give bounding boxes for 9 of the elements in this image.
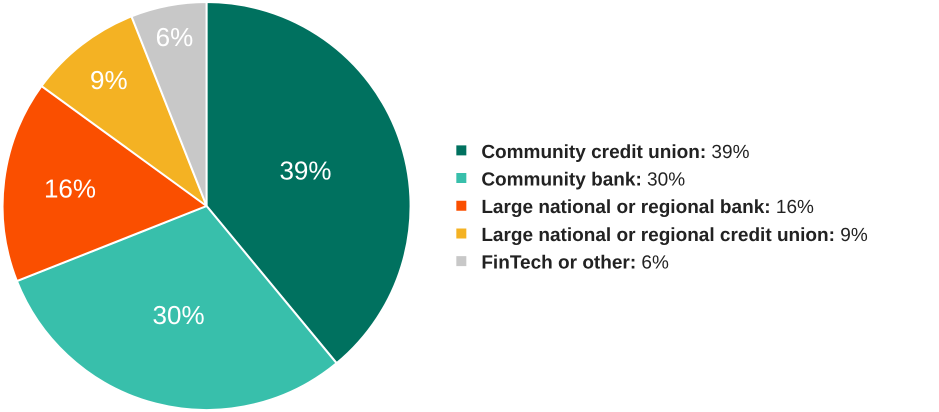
legend-label: Community credit union: 39% xyxy=(481,142,750,163)
legend-label: Community bank: 30% xyxy=(481,169,686,190)
data-label: 39% xyxy=(279,155,332,186)
data-label: 30% xyxy=(152,300,205,330)
legend-label: FinTech or other: 6% xyxy=(481,252,669,274)
legend-label: Large national or regional credit union: 9% xyxy=(481,224,868,246)
legend-label: Large national or regional bank: 16% xyxy=(481,197,814,218)
data-label: 9% xyxy=(90,64,128,95)
data-label: 16% xyxy=(44,174,96,204)
